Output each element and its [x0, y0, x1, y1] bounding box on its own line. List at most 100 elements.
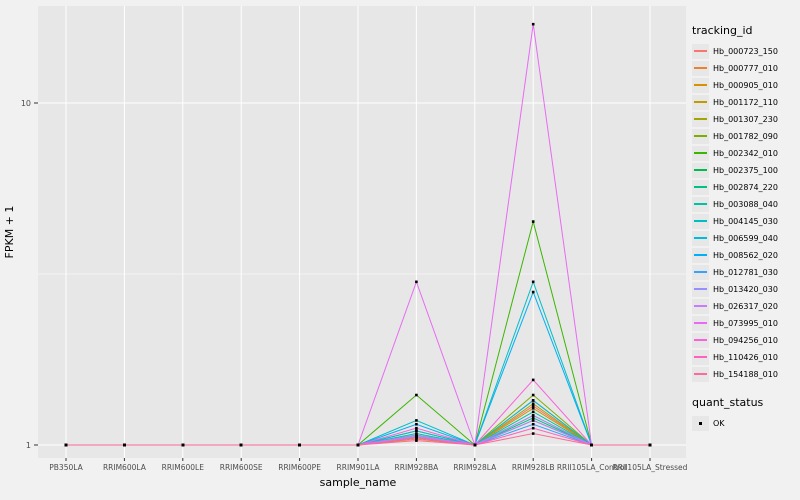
- data-point: [415, 437, 418, 441]
- x-tick-label: RRII105LA_Control: [557, 463, 627, 472]
- legend: tracking_id Hb_000723_150 Hb_000777_010 Hb…: [692, 24, 798, 432]
- legend-entry-Hb_002375_100: Hb_002375_100: [692, 162, 798, 178]
- legend-entry-label: Hb_026317_020: [713, 301, 778, 311]
- legend-key-icon: [692, 264, 709, 280]
- tracking-id-entries: Hb_000723_150 Hb_000777_010 Hb_000905_010 H…: [692, 43, 798, 382]
- data-point: [415, 433, 418, 437]
- legend-key-icon: [692, 128, 709, 144]
- x-tick-label: RRIM600LA: [103, 463, 147, 472]
- data-point: [415, 435, 418, 438]
- x-tick-label: RRIM600LE: [162, 463, 205, 472]
- legend-key-icon: [692, 94, 709, 110]
- legend-entry-Hb_012781_030: Hb_012781_030: [692, 264, 798, 280]
- legend-key-icon: [692, 111, 709, 127]
- data-point: [648, 443, 652, 447]
- legend-entry-label: Hb_000905_010: [713, 80, 778, 90]
- legend-entry-label: Hb_001782_090: [713, 131, 778, 141]
- legend-key-icon: [692, 315, 709, 331]
- data-point: [64, 443, 68, 447]
- data-point: [531, 399, 535, 402]
- x-tick-label: RRIM928LB: [512, 463, 555, 472]
- data-points: [64, 22, 652, 447]
- data-point: [415, 432, 418, 435]
- legend-key-icon: [692, 196, 709, 212]
- data-point: [531, 404, 535, 408]
- data-point: [531, 414, 535, 417]
- legend-entry-label: Hb_154188_010: [713, 369, 778, 379]
- legend-key-icon: [692, 366, 709, 382]
- legend-entry-Hb_154188_010: Hb_154188_010: [692, 366, 798, 382]
- quant-status-entry: OK: [692, 415, 798, 431]
- data-point: [415, 439, 418, 442]
- x-tick-label: RRIM600PE: [278, 463, 321, 472]
- legend-key-icon: [692, 349, 709, 365]
- data-point: [415, 422, 418, 426]
- legend-entry-Hb_026317_020: Hb_026317_020: [692, 298, 798, 314]
- legend-entry-label: Hb_012781_030: [713, 267, 778, 277]
- legend-entry-Hb_073995_010: Hb_073995_010: [692, 315, 798, 331]
- data-point: [531, 378, 535, 382]
- legend-entry-label: Hb_002342_010: [713, 148, 778, 158]
- legend-entry-Hb_006599_040: Hb_006599_040: [692, 230, 798, 246]
- legend-key-icon: [692, 247, 709, 263]
- y-tick-label: 1: [26, 441, 31, 450]
- legend-title-quant-status: quant_status: [692, 396, 764, 409]
- data-point: [473, 443, 477, 447]
- legend-entry-Hb_004145_030: Hb_004145_030: [692, 213, 798, 229]
- data-point: [239, 443, 243, 447]
- data-point: [531, 393, 535, 397]
- legend-entry-label: Hb_000723_150: [713, 46, 778, 56]
- data-point: [531, 432, 535, 435]
- y-axis-title: FPKM + 1: [3, 206, 16, 259]
- legend-key-icon: [692, 298, 709, 314]
- legend-entry-Hb_002342_010: Hb_002342_010: [692, 145, 798, 161]
- legend-entry-label: Hb_013420_030: [713, 284, 778, 294]
- x-tick-label: RRIM600SE: [220, 463, 263, 472]
- data-point: [415, 419, 418, 422]
- legend-entry-label: Hb_073995_010: [713, 318, 778, 328]
- data-point: [356, 443, 360, 447]
- quant-status-label: OK: [713, 418, 725, 428]
- y-tick-label: 10: [21, 99, 31, 108]
- x-tick-label: RRIM928BA: [395, 463, 440, 472]
- data-point: [531, 419, 535, 422]
- legend-entry-label: Hb_002874_220: [713, 182, 778, 192]
- legend-key-icon: [692, 162, 709, 178]
- legend-entry-Hb_008562_020: Hb_008562_020: [692, 247, 798, 263]
- legend-entry-label: Hb_110426_010: [713, 352, 778, 362]
- legend-title-tracking-id: tracking_id: [692, 24, 753, 37]
- data-point: [531, 422, 535, 426]
- data-point: [531, 410, 535, 414]
- plot-area: 1 10 PB350LA RRIM600LA RRIM600LE RRIM600SE RRI…: [3, 6, 688, 489]
- legend-key-icon: [692, 60, 709, 76]
- legend-entry-Hb_000777_010: Hb_000777_010: [692, 60, 798, 76]
- data-point: [531, 407, 535, 410]
- data-point: [531, 290, 535, 294]
- data-point: [181, 443, 185, 447]
- data-point: [590, 443, 593, 447]
- legend-entry-Hb_013420_030: Hb_013420_030: [692, 281, 798, 297]
- x-tick-label: RRIM901LA: [337, 463, 381, 472]
- legend-entry-label: Hb_006599_040: [713, 233, 778, 243]
- data-point: [415, 426, 418, 430]
- data-point: [415, 280, 418, 284]
- legend-entry-Hb_000723_150: Hb_000723_150: [692, 43, 798, 59]
- x-axis-title: sample_name: [320, 476, 397, 489]
- data-point: [415, 393, 418, 397]
- legend-entry-label: Hb_003088_040: [713, 199, 778, 209]
- legend-entry-Hb_110426_010: Hb_110426_010: [692, 349, 798, 365]
- legend-entry-label: Hb_001172_110: [713, 97, 778, 107]
- data-point: [531, 220, 535, 223]
- legend-key-icon: [692, 145, 709, 161]
- x-tick-label: RRIM928LA: [453, 463, 497, 472]
- data-point: [531, 22, 535, 26]
- legend-key-icon: [692, 43, 709, 59]
- legend-key-icon: [692, 77, 709, 93]
- legend-entry-Hb_003088_040: Hb_003088_040: [692, 196, 798, 212]
- legend-entry-label: Hb_008562_020: [713, 250, 778, 260]
- legend-key-icon: [692, 213, 709, 229]
- legend-key-icon: [692, 281, 709, 297]
- ok-point-key-icon: [692, 415, 709, 431]
- legend-entry-Hb_002874_220: Hb_002874_220: [692, 179, 798, 195]
